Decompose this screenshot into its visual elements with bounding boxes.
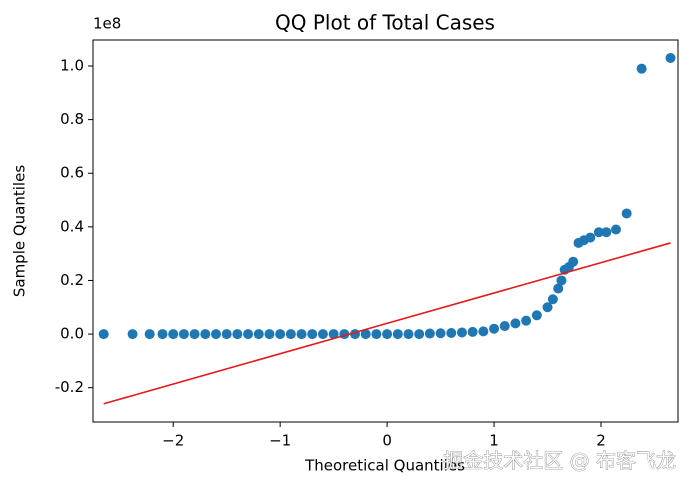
point <box>296 329 307 340</box>
point <box>568 256 579 267</box>
point <box>424 328 435 339</box>
point <box>621 208 632 219</box>
y-tick-label: 0.8 <box>60 110 84 128</box>
y-tick-label: 1.0 <box>60 57 84 75</box>
point <box>510 318 521 329</box>
point <box>414 329 425 340</box>
y-tick-label: 0.0 <box>60 325 84 343</box>
point <box>98 329 109 340</box>
point <box>317 329 328 340</box>
x-tick-label: 0 <box>382 432 392 450</box>
point <box>168 329 179 340</box>
point <box>178 329 189 340</box>
point <box>127 329 138 340</box>
point <box>403 329 414 340</box>
point <box>542 302 553 313</box>
point <box>232 329 243 340</box>
point <box>553 283 564 294</box>
point <box>585 232 596 243</box>
x-tick-label: −1 <box>269 432 291 450</box>
point <box>446 328 457 339</box>
point <box>144 329 155 340</box>
x-tick-label: −2 <box>162 432 184 450</box>
point <box>610 224 621 235</box>
point <box>253 329 264 340</box>
y-tick-label: -0.2 <box>55 378 84 396</box>
y-tick-label: 0.6 <box>60 164 84 182</box>
point <box>285 329 296 340</box>
point <box>499 321 510 332</box>
point <box>593 227 604 238</box>
point <box>264 329 275 340</box>
chart-title: QQ Plot of Total Cases <box>275 11 495 35</box>
x-axis-label: Theoretical Quantiles <box>304 457 465 475</box>
point <box>467 326 478 337</box>
point <box>360 329 371 340</box>
point <box>307 329 318 340</box>
x-tick-label: 1 <box>489 432 499 450</box>
point <box>521 315 532 326</box>
y-tick-label: 0.4 <box>60 217 84 235</box>
point <box>328 329 339 340</box>
point <box>189 329 200 340</box>
y-tick-label: 0.2 <box>60 271 84 289</box>
point <box>243 329 254 340</box>
point <box>435 328 446 339</box>
point <box>478 326 489 337</box>
point <box>489 323 500 334</box>
point <box>531 310 542 321</box>
point <box>601 227 612 238</box>
plot-frame <box>92 39 679 423</box>
offset-label: 1e8 <box>93 15 121 33</box>
point <box>456 327 467 338</box>
point <box>547 294 558 305</box>
point <box>275 329 286 340</box>
point <box>371 329 382 340</box>
y-axis-label: Sample Quantiles <box>11 165 29 297</box>
point <box>200 329 211 340</box>
x-tick-label: 2 <box>596 432 606 450</box>
point <box>392 329 403 340</box>
point <box>221 329 232 340</box>
point <box>665 52 676 63</box>
point <box>636 63 647 74</box>
point <box>556 275 567 286</box>
point <box>210 329 221 340</box>
point <box>157 329 168 340</box>
watermark: 掘金技术社区 @ 布客飞龙 <box>443 449 676 473</box>
point <box>382 329 393 340</box>
fit-line <box>103 242 671 405</box>
